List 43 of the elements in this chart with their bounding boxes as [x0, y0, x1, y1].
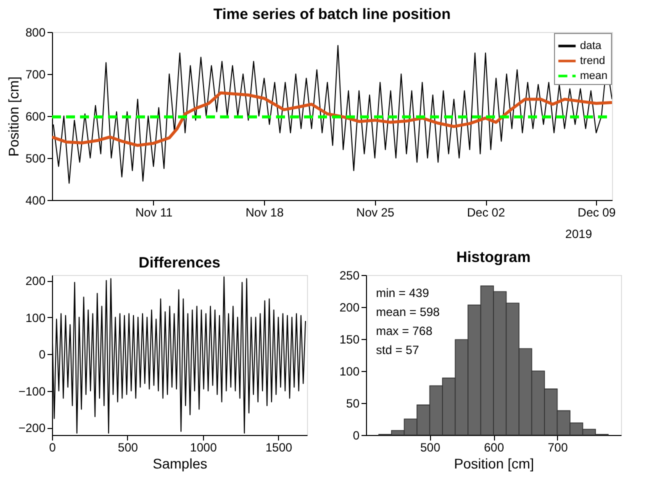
- x-tick-label: 0: [49, 440, 56, 454]
- line-series: [52, 91, 612, 147]
- x-tick-label: Dec 09: [578, 206, 616, 220]
- y-tick-label: 800: [25, 26, 46, 40]
- chart-title: Histogram: [456, 249, 531, 266]
- x-axis-title: Samples: [152, 456, 208, 472]
- y-axis-title: Position [cm]: [5, 76, 22, 157]
- y-tick-label: −100: [18, 384, 46, 398]
- y-tick-label: 50: [346, 396, 360, 410]
- x-tick-label: 600: [484, 440, 504, 454]
- legend-label: mean: [580, 70, 608, 82]
- annotation: std = 57: [376, 343, 420, 357]
- legend-label: trend: [580, 55, 606, 67]
- legend-label: data: [580, 40, 602, 52]
- y-tick-label: 200: [339, 300, 360, 314]
- y-tick-label: 0: [38, 348, 46, 362]
- y-tick-label: 100: [339, 364, 360, 378]
- x-tick-label: 500: [420, 440, 441, 454]
- y-tick-label: 500: [25, 152, 46, 166]
- y-tick-label: 100: [25, 310, 46, 325]
- y-tick-label: −200: [18, 421, 46, 436]
- x-tick-label: 500: [118, 440, 138, 454]
- annotation: mean = 598: [376, 305, 440, 319]
- chart-title: Differences: [138, 254, 220, 272]
- y-tick-label: 200: [25, 274, 46, 288]
- x-tick-label: Nov 18: [246, 206, 284, 220]
- x-tick-label: 700: [548, 440, 568, 454]
- y-tick-label: 600: [25, 110, 46, 124]
- y-tick-label: 250: [339, 268, 360, 282]
- y-tick-label: 0: [352, 428, 360, 442]
- y-tick-label: 150: [339, 332, 360, 346]
- text: 2019: [565, 227, 592, 241]
- chart-title: Time series of batch line position: [213, 6, 451, 23]
- y-tick-label: 700: [25, 68, 46, 82]
- x-axis-title: Position [cm]: [454, 456, 534, 472]
- x-tick-label: 1000: [190, 440, 218, 454]
- x-tick-label: 1500: [265, 440, 292, 454]
- annotation: min = 439: [376, 286, 430, 300]
- x-tick-label: Nov 25: [356, 206, 395, 220]
- annotation: max = 768: [376, 324, 433, 338]
- x-tick-label: Nov 11: [135, 206, 173, 220]
- x-tick-label: Dec 02: [466, 206, 506, 220]
- y-tick-label: 400: [25, 194, 46, 208]
